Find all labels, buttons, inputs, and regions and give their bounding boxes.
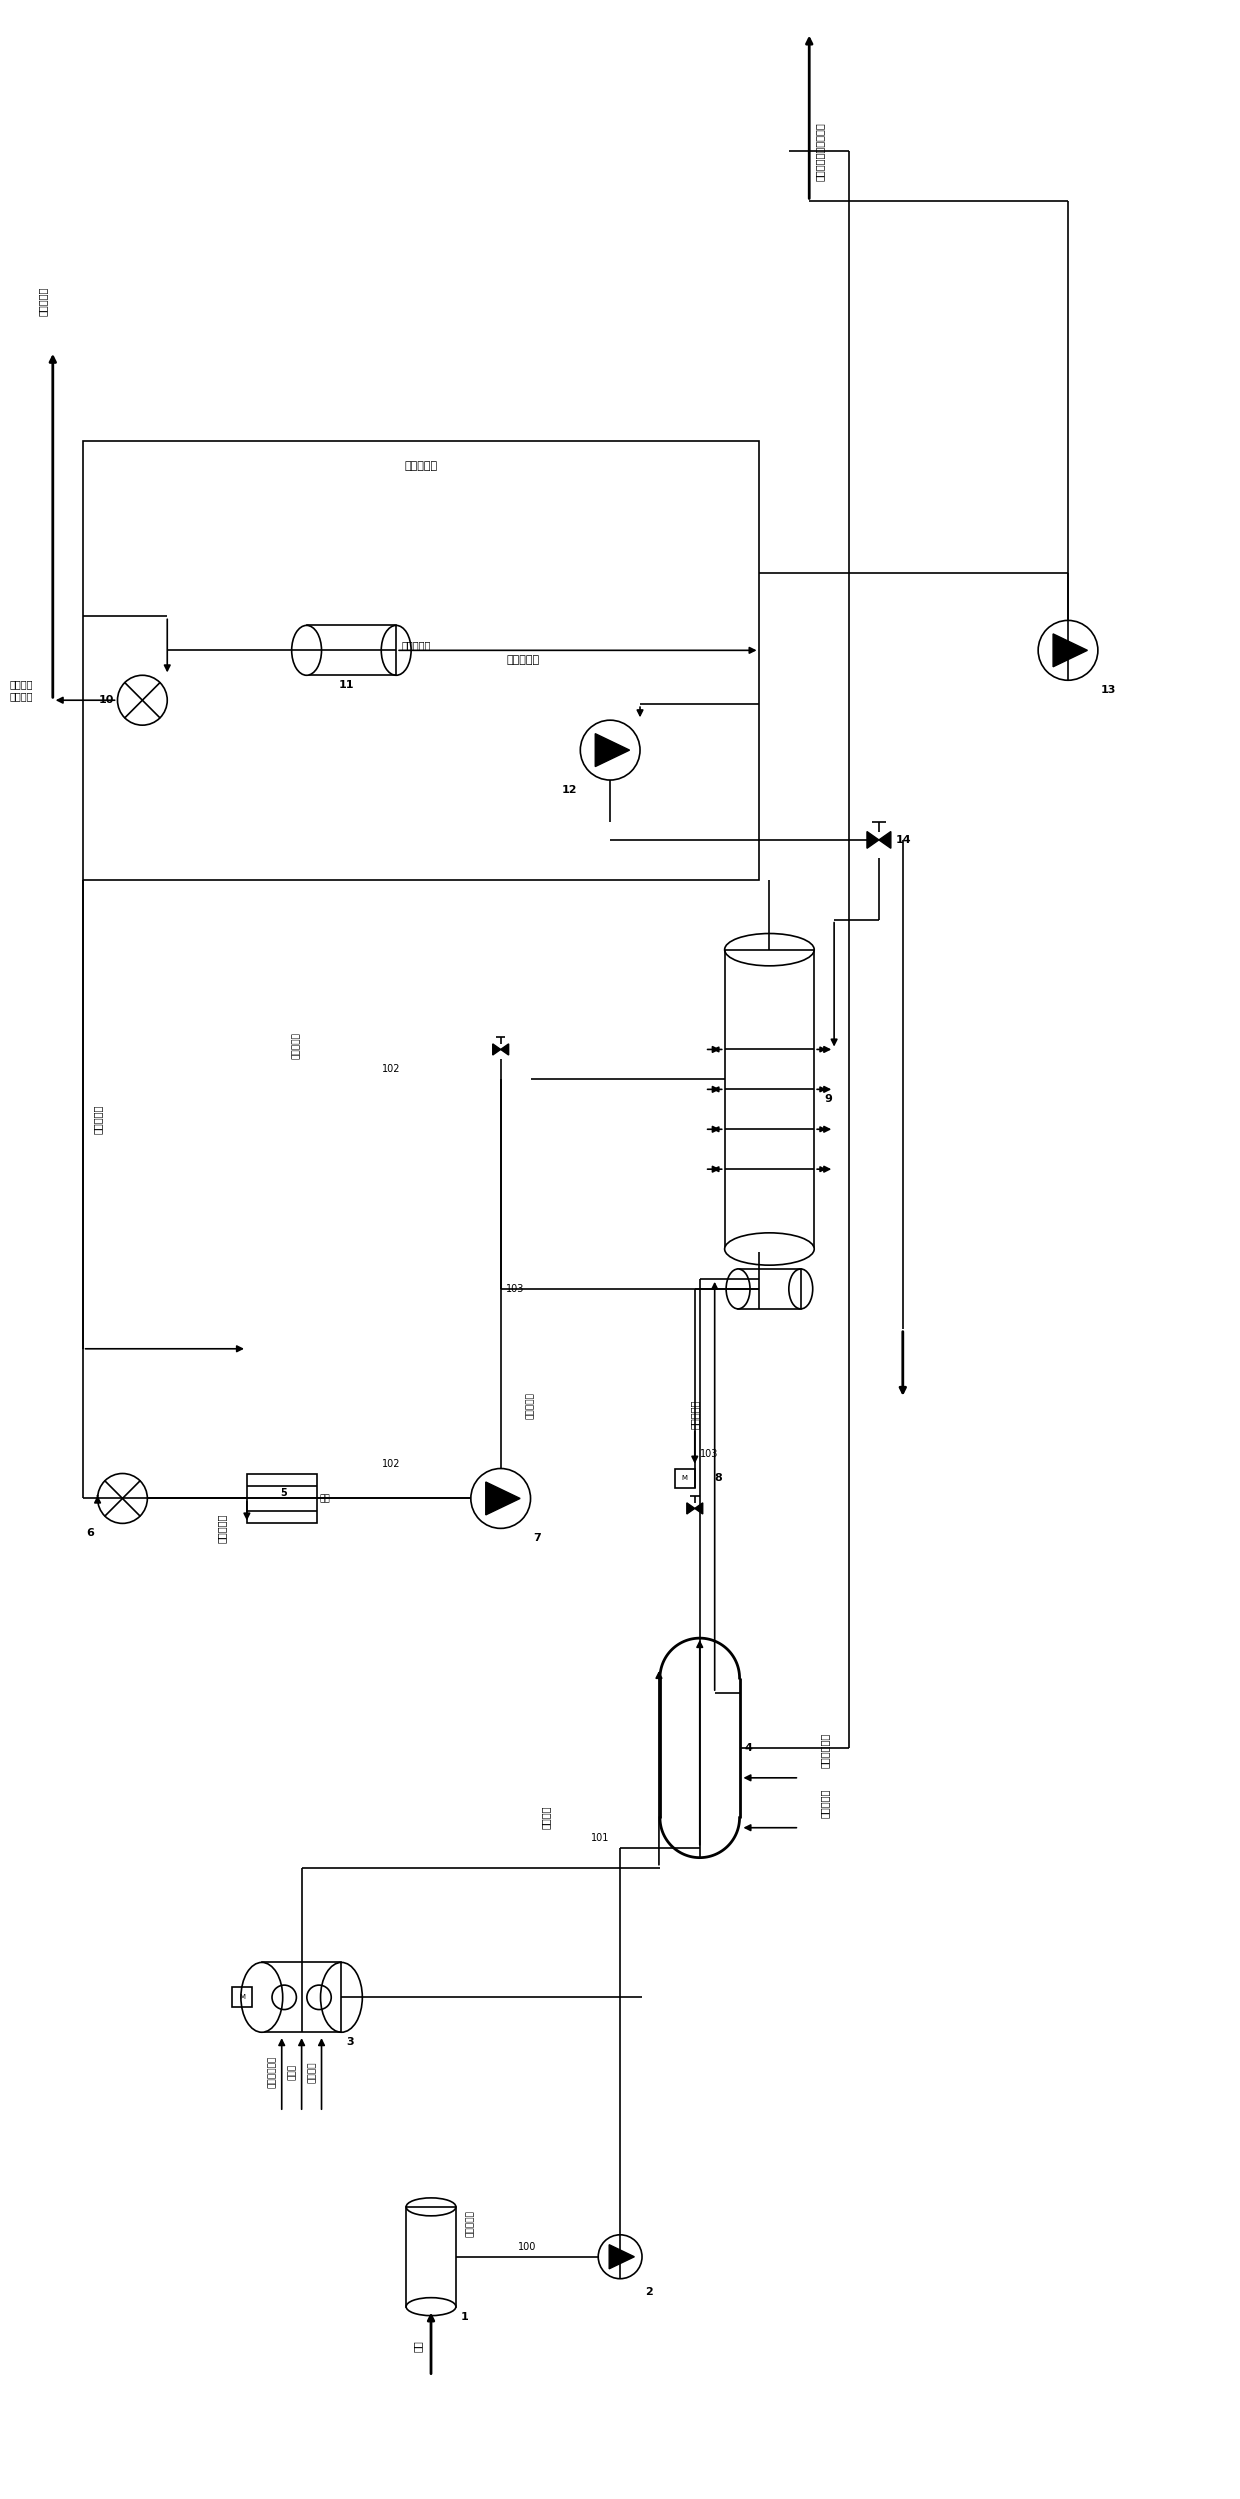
Polygon shape xyxy=(867,832,879,847)
Text: 102: 102 xyxy=(382,1459,401,1469)
Text: 液丙烯进料: 液丙烯进料 xyxy=(689,1399,699,1429)
Text: 8: 8 xyxy=(714,1474,723,1484)
Bar xyxy=(262,1962,341,2032)
Text: 11: 11 xyxy=(339,680,355,690)
Polygon shape xyxy=(879,832,890,847)
Polygon shape xyxy=(694,1502,703,1514)
Polygon shape xyxy=(486,1482,520,1514)
Text: 与回收聚丙回: 与回收聚丙回 xyxy=(820,1732,830,1767)
Text: 1: 1 xyxy=(461,2312,469,2322)
Text: 回收丙烯气: 回收丙烯气 xyxy=(37,287,48,315)
Text: 活化剂: 活化剂 xyxy=(288,2064,296,2079)
Polygon shape xyxy=(492,1045,501,1055)
Text: 气相反应器: 气相反应器 xyxy=(404,460,438,470)
Text: 10: 10 xyxy=(99,695,114,705)
Text: 液相聚合: 液相聚合 xyxy=(541,1807,551,1829)
Bar xyxy=(232,1987,252,2007)
Text: 6: 6 xyxy=(87,1529,94,1539)
Bar xyxy=(247,1474,316,1524)
Polygon shape xyxy=(687,1502,694,1514)
Text: 9: 9 xyxy=(825,1095,832,1105)
Bar xyxy=(306,625,396,675)
Text: 气相反应器: 气相反应器 xyxy=(526,1392,534,1419)
Text: 14: 14 xyxy=(895,835,911,845)
Text: 13: 13 xyxy=(1101,685,1116,695)
Text: 4: 4 xyxy=(744,1742,753,1752)
Text: 气相反应器: 气相反应器 xyxy=(93,1105,103,1135)
Text: 7: 7 xyxy=(533,1534,542,1544)
Bar xyxy=(83,440,759,880)
Polygon shape xyxy=(501,1045,508,1055)
Polygon shape xyxy=(609,2244,635,2269)
Bar xyxy=(724,950,815,1250)
Text: 103: 103 xyxy=(506,1284,525,1294)
Polygon shape xyxy=(595,735,630,767)
Polygon shape xyxy=(1053,635,1087,667)
Bar xyxy=(407,2207,456,2307)
Ellipse shape xyxy=(291,625,321,675)
Text: 给电子体: 给电子体 xyxy=(308,2062,316,2084)
Text: 聚散: 聚散 xyxy=(320,1494,330,1502)
Text: 气相反应器: 气相反应器 xyxy=(506,655,539,665)
Text: 12: 12 xyxy=(562,785,578,795)
Text: 丙烯: 丙烯 xyxy=(413,2342,423,2352)
Text: 101: 101 xyxy=(591,1832,609,1842)
Ellipse shape xyxy=(407,2297,456,2317)
Ellipse shape xyxy=(724,1232,815,1264)
Text: 3: 3 xyxy=(346,2037,355,2047)
Text: 102: 102 xyxy=(382,1065,401,1075)
Text: 气相反应器: 气相反应器 xyxy=(291,1032,300,1060)
Text: 去丙烯烃
回收系统: 去丙烯烃 回收系统 xyxy=(10,680,33,702)
Text: 催聚剂催化剂: 催聚剂催化剂 xyxy=(268,2057,277,2089)
Text: 100: 100 xyxy=(518,2242,536,2252)
Text: M: M xyxy=(239,1994,246,1999)
Bar xyxy=(675,1469,694,1489)
Text: 与收氢及回: 与收氢及回 xyxy=(820,1789,830,1817)
Ellipse shape xyxy=(241,1962,283,2032)
Text: 聚集换热器: 聚集换热器 xyxy=(402,640,430,650)
Bar xyxy=(738,1269,801,1309)
Text: 103: 103 xyxy=(699,1449,718,1459)
Text: M: M xyxy=(682,1474,688,1482)
Text: 含丙烯烃均聚物的产物: 含丙烯烃均聚物的产物 xyxy=(815,122,825,180)
Text: 5: 5 xyxy=(280,1489,288,1499)
Text: 气相反应器: 气相反应器 xyxy=(217,1514,227,1542)
Text: 聚丙烯浆液: 聚丙烯浆液 xyxy=(466,2209,475,2237)
Ellipse shape xyxy=(727,1269,750,1309)
Text: 2: 2 xyxy=(645,2287,652,2297)
